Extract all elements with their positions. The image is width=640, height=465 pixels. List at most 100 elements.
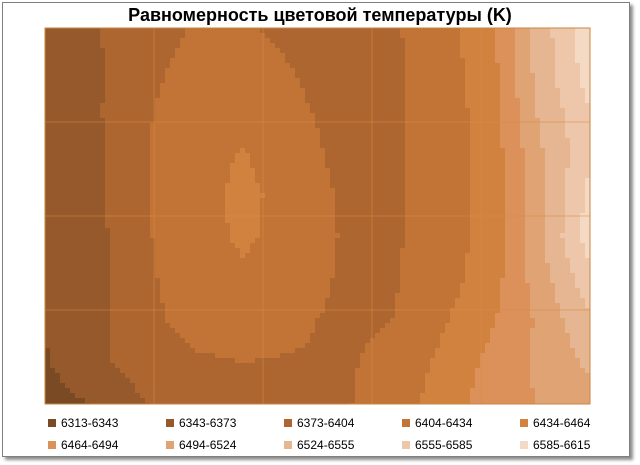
contour-cell bbox=[570, 148, 590, 154]
contour-cell bbox=[305, 93, 406, 99]
contour-cell bbox=[45, 298, 111, 304]
contour-cell bbox=[585, 303, 590, 309]
contour-cell bbox=[335, 268, 401, 274]
contour-cell bbox=[45, 358, 51, 364]
contour-cell bbox=[465, 83, 501, 89]
contour-cell bbox=[150, 193, 226, 199]
contour-cell bbox=[565, 183, 586, 189]
contour-cell bbox=[520, 128, 541, 134]
contour-cell bbox=[505, 178, 526, 184]
contour-cell bbox=[525, 188, 546, 194]
contour-cell bbox=[545, 203, 566, 209]
contour-cell bbox=[165, 313, 321, 319]
contour-cell bbox=[585, 203, 590, 209]
contour-cell bbox=[505, 198, 526, 204]
contour-cell bbox=[515, 73, 536, 79]
contour-cell bbox=[335, 223, 406, 229]
contour-cell bbox=[105, 173, 151, 179]
contour-cell bbox=[335, 243, 406, 249]
contour-cell bbox=[100, 33, 186, 39]
contour-cell bbox=[105, 93, 161, 99]
contour-cell bbox=[505, 258, 526, 264]
contour-cell bbox=[545, 148, 571, 154]
contour-cell bbox=[405, 88, 466, 94]
contour-cell bbox=[45, 378, 61, 384]
contour-cell bbox=[320, 133, 406, 139]
contour-cell bbox=[465, 263, 506, 269]
contour-cell bbox=[475, 378, 531, 384]
contour-cell bbox=[155, 253, 241, 259]
contour-cell bbox=[260, 198, 336, 204]
contour-cell bbox=[535, 398, 590, 404]
contour-cell bbox=[405, 243, 471, 249]
contour-cell bbox=[355, 383, 426, 389]
contour-cell bbox=[500, 308, 531, 314]
contour-cell bbox=[365, 343, 441, 349]
contour-cell bbox=[45, 148, 106, 154]
contour-cell bbox=[565, 108, 590, 114]
contour-cell bbox=[470, 248, 506, 254]
contour-cell bbox=[295, 68, 406, 74]
contour-cell bbox=[105, 123, 151, 129]
contour-cell bbox=[110, 348, 196, 354]
contour-cell bbox=[105, 58, 171, 64]
contour-cell bbox=[280, 353, 361, 359]
contour-cell bbox=[45, 223, 106, 229]
contour-cell bbox=[515, 33, 531, 39]
contour-cell bbox=[545, 228, 566, 234]
contour-cell bbox=[500, 98, 521, 104]
contour-cell bbox=[585, 253, 590, 259]
contour-cell bbox=[160, 88, 306, 94]
contour-cell bbox=[185, 338, 311, 344]
contour-cell bbox=[505, 158, 526, 164]
contour-cell bbox=[565, 243, 586, 249]
contour-cell bbox=[505, 238, 526, 244]
contour-cell bbox=[255, 238, 336, 244]
contour-cell bbox=[325, 303, 396, 309]
contour-cell bbox=[105, 158, 151, 164]
contour-cell bbox=[240, 253, 246, 259]
contour-cell bbox=[110, 228, 151, 234]
contour-cell bbox=[335, 238, 406, 244]
contour-cell bbox=[335, 248, 401, 254]
contour-cell bbox=[45, 233, 111, 239]
contour-cell bbox=[545, 253, 566, 259]
contour-cell bbox=[500, 118, 521, 124]
contour-cell bbox=[535, 93, 561, 99]
contour-cell bbox=[325, 298, 396, 304]
contour-cell bbox=[540, 143, 571, 149]
contour-cell bbox=[105, 133, 151, 139]
contour-cell bbox=[530, 338, 571, 344]
legend-swatch bbox=[520, 441, 528, 449]
contour-cell bbox=[565, 128, 590, 134]
contour-cell bbox=[505, 218, 526, 224]
contour-cell bbox=[535, 388, 590, 394]
contour-cell bbox=[335, 218, 406, 224]
contour-cell bbox=[470, 398, 536, 404]
contour-cell bbox=[70, 388, 136, 394]
legend-item: 6343-6373 bbox=[166, 416, 236, 430]
contour-cell bbox=[275, 43, 406, 49]
contour-cell bbox=[520, 143, 541, 149]
contour-cell bbox=[405, 93, 466, 99]
contour-cell bbox=[480, 353, 531, 359]
contour-cell bbox=[185, 28, 261, 34]
contour-cell bbox=[495, 58, 516, 64]
contour-cell bbox=[175, 48, 281, 54]
contour-cell bbox=[45, 333, 111, 339]
contour-cell bbox=[45, 383, 66, 389]
legend-item: 6404-6434 bbox=[402, 416, 472, 430]
contour-cell bbox=[525, 253, 546, 259]
contour-cell bbox=[110, 253, 156, 259]
contour-cell bbox=[555, 53, 576, 59]
contour-cell bbox=[445, 328, 491, 334]
contour-cell bbox=[515, 88, 536, 94]
contour-cell bbox=[45, 93, 106, 99]
contour-cell bbox=[310, 333, 376, 339]
contour-cell bbox=[105, 98, 156, 104]
contour-cell bbox=[500, 78, 516, 84]
contour-cell bbox=[45, 288, 111, 294]
contour-cell bbox=[405, 188, 471, 194]
contour-cell bbox=[565, 123, 590, 129]
